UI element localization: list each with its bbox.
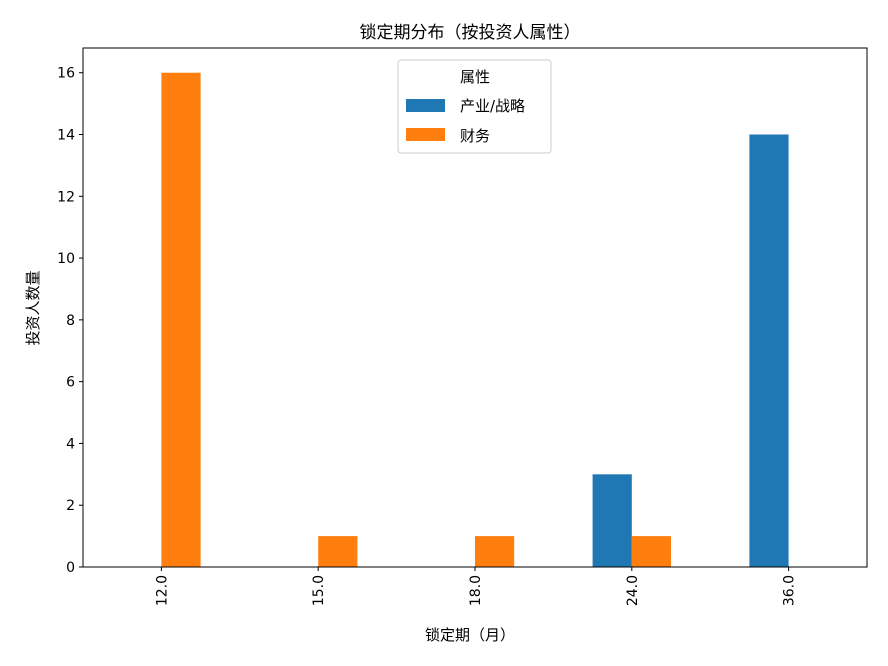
x-tick-label: 24.0 (625, 575, 641, 606)
x-axis-label: 锁定期（月） (425, 626, 515, 644)
bar-18.0-series-1 (475, 536, 515, 567)
legend-swatch-financial (406, 128, 445, 141)
y-tick-label: 12 (57, 189, 75, 205)
x-tick-label: 36.0 (782, 575, 798, 606)
bar-24.0-series-1 (631, 536, 671, 567)
y-tick-label: 8 (66, 313, 75, 329)
bar-15.0-series-1 (318, 536, 358, 567)
x-tick-label: 18.0 (468, 575, 484, 606)
y-tick-label: 0 (66, 560, 75, 576)
legend-title: 属性 (460, 68, 490, 86)
chart-title: 锁定期分布（按投资人属性） (360, 23, 581, 43)
bar-12.0-series-1 (161, 72, 201, 567)
y-tick-label: 4 (66, 436, 75, 452)
y-axis-label: 投资人数量 (24, 270, 42, 345)
y-tick-label: 10 (57, 251, 75, 267)
legend-swatch-industry (406, 99, 445, 112)
y-tick-label: 14 (57, 128, 75, 144)
y-tick-label: 16 (57, 66, 75, 82)
y-tick-label: 2 (66, 498, 75, 514)
x-tick-label: 12.0 (154, 575, 170, 606)
y-tick-label: 6 (66, 375, 75, 391)
bar-36.0-series-0 (749, 134, 789, 567)
legend-label-industry: 产业/战略 (460, 97, 525, 115)
bar-24.0-series-0 (592, 474, 632, 567)
legend: 属性 产业/战略 财务 (397, 59, 552, 154)
legend-label-financial: 财务 (460, 127, 490, 145)
x-tick-label: 15.0 (311, 575, 327, 606)
